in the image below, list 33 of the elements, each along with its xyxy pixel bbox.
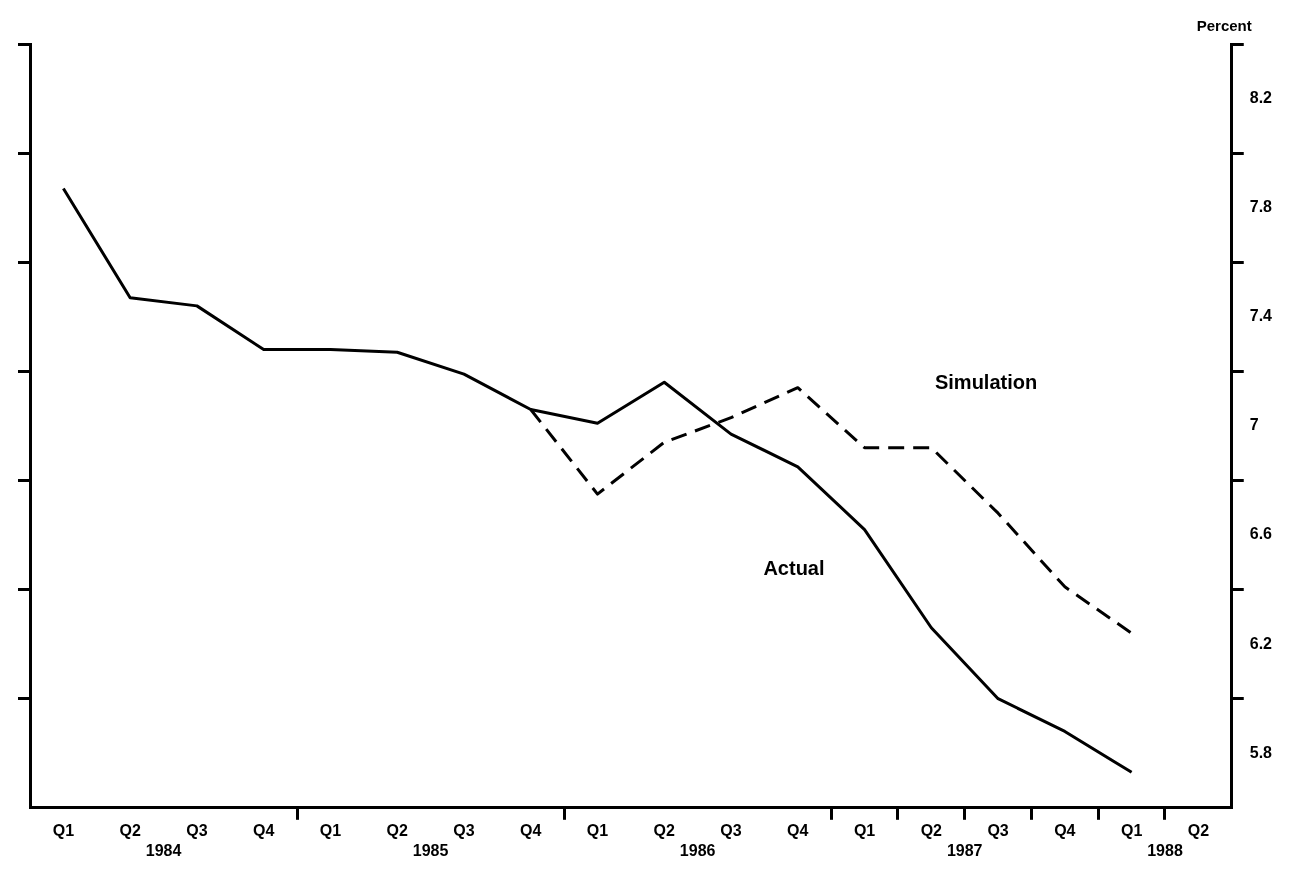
x-tick-label: Q3 [987, 821, 1009, 839]
y-tick-label: 7.8 [1249, 198, 1273, 216]
x-tick-label: Q2 [386, 821, 408, 839]
x-tick-label: Q1 [1120, 821, 1143, 839]
y-tick-label: 7.4 [1249, 307, 1273, 325]
x-tick-label: Q2 [920, 821, 943, 839]
text: 1988 [1147, 842, 1183, 860]
x-tick-label: Q3 [186, 821, 208, 839]
y-tick-label: 7 [1249, 416, 1259, 434]
x-tick-label: Q1 [586, 821, 609, 839]
x-tick-label: Q2 [1187, 821, 1210, 839]
x-tick-label: Q4 [1054, 821, 1076, 839]
x-tick-label: Q2 [119, 821, 141, 839]
x-tick-label: Q2 [653, 821, 676, 839]
text: Simulation [934, 370, 1038, 393]
y-tick-label: 6.2 [1249, 634, 1273, 652]
y-tick-label: 8.2 [1249, 88, 1273, 106]
text: 1986 [679, 842, 716, 860]
x-tick-label: Q4 [253, 821, 275, 839]
x-tick-label: Q4 [520, 821, 542, 839]
x-tick-label: Q1 [853, 821, 876, 839]
text: Actual [763, 557, 825, 580]
x-tick-label: Q3 [720, 821, 742, 839]
x-tick-label: Q1 [52, 821, 75, 839]
x-tick-label: Q1 [319, 821, 342, 839]
y-axis-title: Percent [1196, 16, 1252, 34]
text: 1985 [412, 842, 449, 860]
text: 1987 [946, 842, 983, 860]
x-tick-label: Q4 [787, 821, 809, 839]
x-tick-label: Q3 [453, 821, 475, 839]
text: 1984 [145, 842, 182, 860]
y-tick-label: 6.6 [1249, 525, 1273, 543]
y-tick-label: 5.8 [1249, 743, 1273, 761]
